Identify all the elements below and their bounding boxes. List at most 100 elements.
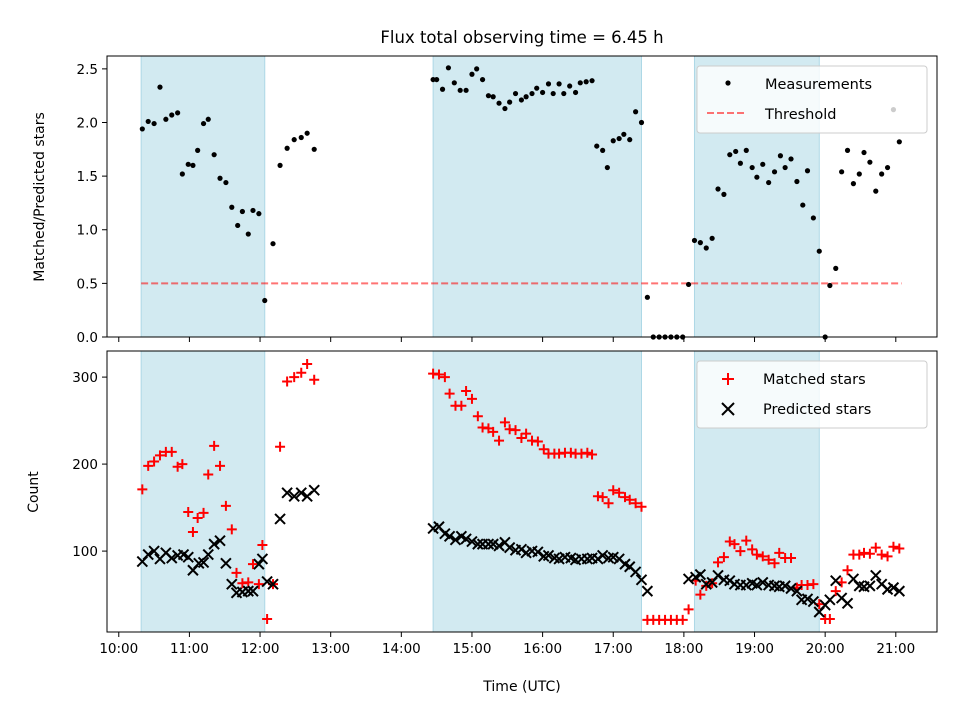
matched-stars-point-60 xyxy=(582,447,593,458)
x-tick-label-5: 14:00 xyxy=(382,641,421,657)
predicted-stars-point-35 xyxy=(443,530,456,543)
measurement-point-110 xyxy=(873,188,879,194)
measurement-point-86 xyxy=(737,160,743,166)
measurement-point-35 xyxy=(451,80,457,86)
measurement-point-63 xyxy=(604,164,610,171)
x-tick-label-12: 21:00 xyxy=(876,641,915,657)
matched-legend-marker xyxy=(722,373,734,385)
measurement-point-41 xyxy=(485,93,492,99)
predicted-stars-point-85 xyxy=(757,576,769,589)
predicted-stars-point-77 xyxy=(712,569,724,582)
measurement-point-94 xyxy=(782,164,788,171)
x-tick-label-8: 17:00 xyxy=(594,641,633,657)
predicted-stars-point-108 xyxy=(887,581,900,594)
y-tick-label-2: 200 xyxy=(72,457,98,473)
predicted-stars-point-25 xyxy=(267,578,279,590)
matched-stars-point-80 xyxy=(695,589,706,600)
measurement-point-107 xyxy=(856,171,862,177)
matched-stars-point-17 xyxy=(226,524,237,535)
y-tick-label-5: 2.0 xyxy=(77,115,98,131)
predicted-stars-point-40 xyxy=(472,538,484,550)
x-tick-label-2: 11:00 xyxy=(170,641,209,657)
measurement-point-64 xyxy=(610,138,616,144)
matched-stars-point-16 xyxy=(220,500,231,511)
bottom-x-ticks: 10:00 11:00 12:00 13:00 14:00 15:00 16:00 17:00… xyxy=(99,632,915,657)
measurement-point-100 xyxy=(816,248,822,254)
predicted-legend-label: Predicted stars xyxy=(763,402,871,418)
measurement-point-8 xyxy=(179,171,185,177)
matched-stars-point-9 xyxy=(183,506,194,517)
x-tick-label-10: 19:00 xyxy=(735,641,774,657)
matched-stars-point-34 xyxy=(439,372,450,383)
measurement-point-91 xyxy=(766,179,772,186)
measurement-point-62 xyxy=(600,147,606,153)
predicted-stars-point-53 xyxy=(542,549,555,562)
predicted-stars-point-27 xyxy=(281,487,293,499)
matched-stars-point-91 xyxy=(757,551,768,562)
matched-stars-point-23 xyxy=(257,540,268,551)
measurement-point-44 xyxy=(502,105,508,112)
measurement-point-53 xyxy=(550,90,556,97)
measurement-point-18 xyxy=(235,222,241,229)
matched-stars-point-65 xyxy=(608,485,619,496)
measurement-point-112 xyxy=(884,164,891,171)
predicted-stars-point-26 xyxy=(274,513,286,525)
measurement-point-79 xyxy=(697,240,703,246)
measurement-point-95 xyxy=(788,156,794,162)
matched-stars-point-106 xyxy=(842,565,853,576)
measurement-point-42 xyxy=(490,94,496,100)
predicted-stars-point-100 xyxy=(841,597,854,609)
measurement-point-88 xyxy=(749,164,755,171)
predicted-stars-point-42 xyxy=(482,538,495,550)
measurement-point-109 xyxy=(867,159,873,165)
y-tick-label-1: 100 xyxy=(72,544,98,560)
predicted-stars-point-98 xyxy=(830,574,842,587)
matched-stars-point-35 xyxy=(444,388,455,399)
measurement-point-37 xyxy=(463,87,469,93)
measurement-point-57 xyxy=(572,89,579,96)
measurement-point-1 xyxy=(139,126,145,132)
measurement-point-33 xyxy=(439,86,446,92)
chart-title: Flux total observing time = 6.45 h xyxy=(380,28,663,47)
top-axes-frame xyxy=(106,55,938,338)
matched-stars-point-31 xyxy=(309,374,320,385)
matched-stars-point-18 xyxy=(231,567,242,578)
predicted-stars-point-71 xyxy=(641,585,654,597)
measurement-point-90 xyxy=(760,161,766,167)
matched-stars-point-2 xyxy=(143,460,154,471)
predicted-stars-point-14 xyxy=(208,538,220,550)
predicted-stars-point-89 xyxy=(779,580,791,592)
matched-stars-point-68 xyxy=(624,494,635,505)
matched-stars-point-78 xyxy=(683,604,694,615)
predicted-stars-point-15 xyxy=(214,534,226,547)
measurement-point-77 xyxy=(685,281,692,288)
measurement-point-61 xyxy=(594,143,600,149)
matched-stars-point-13 xyxy=(203,469,214,480)
measurement-point-19 xyxy=(239,208,245,215)
y-tick-label-6: 2.5 xyxy=(77,62,98,78)
top-panel: 0.0 0.5 1.0 1.5 2.0 2.5 Matched/Predicted sta… xyxy=(32,55,938,346)
measurement-point-14 xyxy=(211,152,217,158)
measurement-point-70 xyxy=(644,294,650,300)
predicted-stars-point-3 xyxy=(148,545,160,557)
measurement-point-3 xyxy=(151,120,157,127)
measurement-point-59 xyxy=(583,79,589,85)
measurement-point-32 xyxy=(434,76,440,83)
measurement-point-24 xyxy=(270,241,276,247)
measurement-point-105 xyxy=(844,147,851,153)
matched-stars-point-14 xyxy=(209,440,220,451)
matched-stars-point-20 xyxy=(243,577,254,588)
matched-stars-point-3 xyxy=(149,456,160,467)
predicted-stars-point-104 xyxy=(864,580,876,592)
bottom-panel: 100 200 300 10:00 11:00 12:00 13:00 14:00 15:00… xyxy=(26,350,938,657)
matched-stars-point-47 xyxy=(510,425,521,436)
predicted-stars-point-74 xyxy=(694,568,707,581)
predicted-stars-point-70 xyxy=(635,574,648,586)
observing-window-2 xyxy=(432,55,642,338)
predicted-stars-point-38 xyxy=(460,533,472,545)
measurement-point-87 xyxy=(743,147,749,153)
top-x-ticks xyxy=(118,337,897,342)
measurement-point-58 xyxy=(577,80,583,86)
predicted-stars-point-105 xyxy=(870,569,882,582)
